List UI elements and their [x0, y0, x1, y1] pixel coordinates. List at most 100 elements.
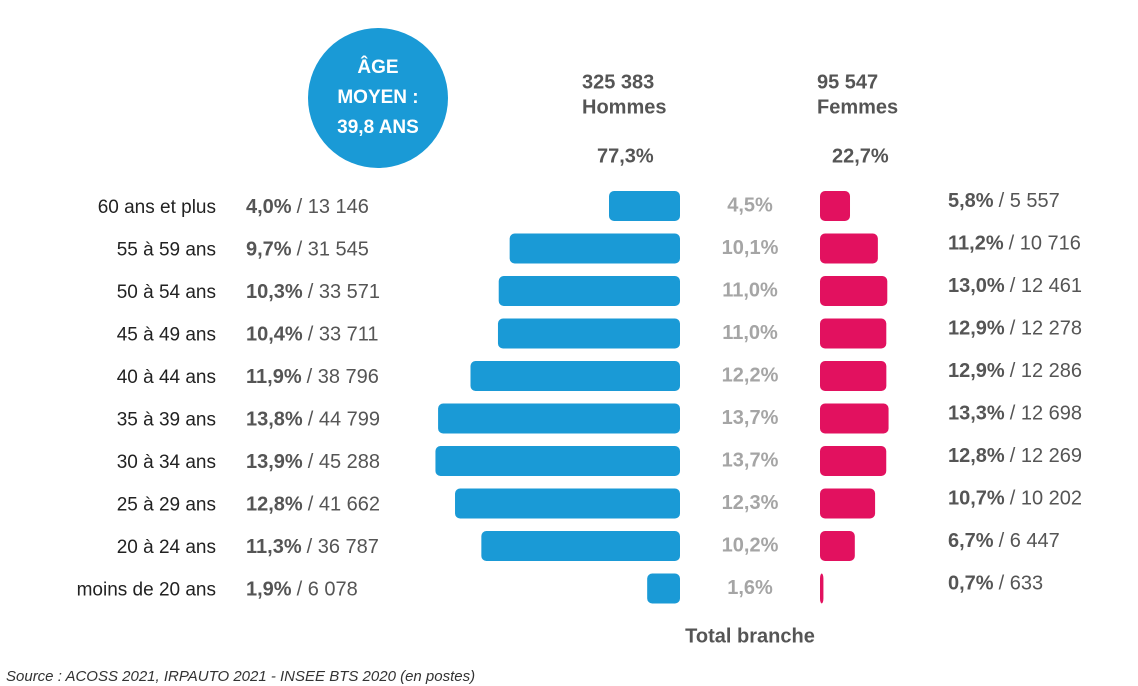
bar-label: 4,0%/ 13 146 [246, 196, 369, 218]
count-label: / 33 571 [308, 281, 380, 303]
count-label: / 10 202 [1010, 488, 1082, 510]
total-value: 12,2% [722, 364, 779, 386]
share-label: 6,7% [948, 530, 994, 552]
total-value: 11,0% [722, 279, 778, 301]
group-total: 95 547 [817, 71, 878, 93]
bar [435, 446, 680, 476]
category-label: 60 ans et plus [98, 197, 216, 218]
bar-label: 11,9%/ 38 796 [246, 366, 379, 388]
bar-label: 9,7%/ 31 545 [246, 239, 369, 261]
bar-label: 13,0%/ 12 461 [948, 275, 1082, 297]
bar-label: 13,3%/ 12 698 [948, 403, 1082, 425]
category-label: 30 à 34 ans [117, 452, 216, 473]
category-label: 55 à 59 ans [117, 240, 216, 261]
share-label: 13,9% [246, 451, 303, 473]
bar [497, 318, 680, 349]
bar-label: 11,3%/ 36 787 [246, 536, 379, 558]
count-label: / 45 288 [308, 451, 380, 473]
group-name: Hommes [582, 96, 666, 118]
bar [820, 276, 888, 306]
group-total: 325 383 [582, 71, 654, 93]
share-label: 12,8% [948, 445, 1005, 467]
average-age-text: 39,8 ANS [337, 117, 419, 138]
share-label: 10,7% [948, 488, 1005, 510]
count-label: / 12 278 [1010, 318, 1082, 340]
bar [498, 276, 680, 306]
bar [481, 531, 680, 561]
bar-label: 6,7%/ 6 447 [948, 530, 1060, 552]
bar [455, 488, 680, 519]
bar-label: 13,9%/ 45 288 [246, 451, 380, 473]
bar [509, 233, 680, 264]
bar [820, 488, 876, 519]
bar [820, 233, 878, 264]
total-label: Total branche [685, 625, 815, 647]
count-label: / 33 711 [308, 324, 379, 346]
bar [820, 191, 851, 221]
share-label: 4,0% [246, 196, 292, 218]
bar [820, 573, 824, 604]
group-share: 77,3% [597, 145, 654, 167]
total-value: 12,3% [722, 492, 779, 514]
count-label: / 12 461 [1010, 275, 1082, 297]
category-label: 45 à 49 ans [117, 325, 216, 346]
category-label: 50 à 54 ans [117, 282, 216, 303]
category-label: moins de 20 ans [77, 580, 216, 601]
count-label: / 6 078 [297, 579, 358, 601]
bar [820, 403, 889, 434]
category-label: 35 à 39 ans [117, 410, 216, 431]
share-label: 12,9% [948, 360, 1005, 382]
bar-label: 12,9%/ 12 278 [948, 318, 1082, 340]
share-label: 13,3% [948, 403, 1005, 425]
bar-label: 1,9%/ 6 078 [246, 579, 358, 601]
bar-label: 10,3%/ 33 571 [246, 281, 380, 303]
count-label: / 36 787 [307, 536, 379, 558]
share-label: 1,9% [246, 579, 292, 601]
share-label: 13,8% [246, 409, 303, 431]
count-label: / 41 662 [308, 494, 380, 516]
count-label: / 5 557 [999, 190, 1060, 212]
share-label: 12,8% [246, 494, 303, 516]
count-label: / 13 146 [297, 196, 369, 218]
share-label: 5,8% [948, 190, 994, 212]
category-label: 25 à 29 ans [117, 495, 216, 516]
count-label: / 44 799 [308, 409, 380, 431]
share-label: 9,7% [246, 239, 292, 261]
total-value: 10,2% [722, 534, 779, 556]
bar [820, 318, 887, 349]
category-label: 20 à 24 ans [117, 537, 216, 558]
bar-label: 13,8%/ 44 799 [246, 409, 380, 431]
total-value: 13,7% [722, 407, 779, 429]
bar-label: 10,4%/ 33 711 [246, 324, 379, 346]
share-label: 0,7% [948, 573, 994, 595]
group-share: 22,7% [832, 145, 889, 167]
bar-label: 0,7%/ 633 [948, 573, 1043, 595]
bar-label: 10,7%/ 10 202 [948, 488, 1082, 510]
share-label: 11,9% [246, 366, 302, 388]
source: Source : ACOSS 2021, IRPAUTO 2021 - INSE… [6, 668, 475, 685]
average-age-text: MOYEN : [337, 87, 418, 108]
share-label: 13,0% [948, 275, 1005, 297]
count-label: / 38 796 [307, 366, 379, 388]
average-age-badge [308, 28, 448, 168]
count-label: / 31 545 [297, 239, 369, 261]
average-age-text: ÂGE [357, 56, 398, 78]
bar-label: 12,8%/ 12 269 [948, 445, 1082, 467]
share-label: 10,4% [246, 324, 303, 346]
bar-label: 12,8%/ 41 662 [246, 494, 380, 516]
share-label: 12,9% [948, 318, 1005, 340]
count-label: / 10 716 [1009, 233, 1081, 255]
bar [820, 531, 855, 561]
count-label: / 12 698 [1010, 403, 1082, 425]
total-value: 11,0% [722, 322, 778, 344]
count-label: / 12 269 [1010, 445, 1082, 467]
share-label: 11,2% [948, 233, 1004, 255]
share-label: 10,3% [246, 281, 303, 303]
count-label: / 6 447 [999, 530, 1060, 552]
total-value: 13,7% [722, 449, 779, 471]
total-value: 10,1% [722, 237, 779, 259]
count-label: / 12 286 [1010, 360, 1082, 382]
bar [438, 403, 680, 434]
bar [647, 573, 680, 604]
